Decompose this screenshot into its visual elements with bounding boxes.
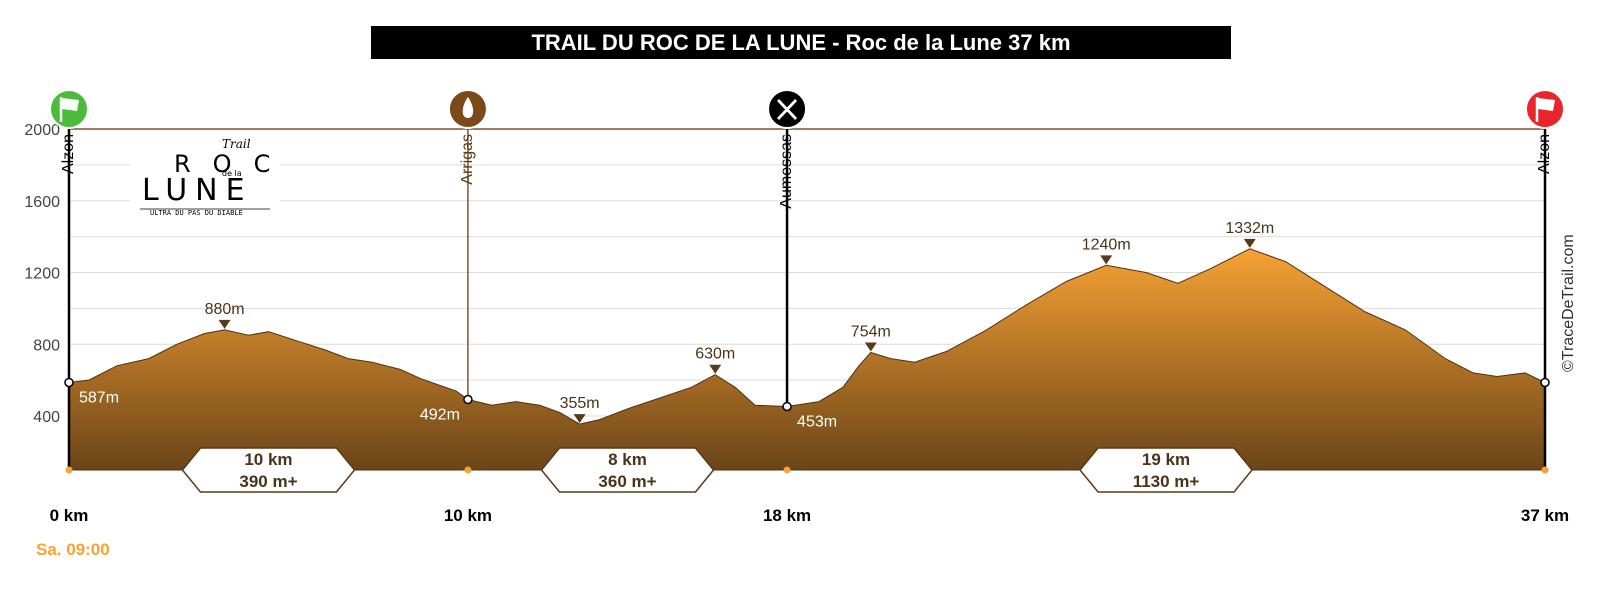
km-label: 10 km (444, 506, 492, 525)
peak-marker (218, 319, 231, 329)
peak-marker (1243, 238, 1256, 248)
peak-marker (709, 364, 722, 374)
start-flag-icon-cloth (62, 98, 79, 111)
segment-distance: 10 km (244, 450, 292, 469)
time-marker (65, 466, 73, 474)
grid-lines: 400 800 1200 1600 2000 (24, 122, 1545, 426)
logo-tagline: ULTRA DU PAS DU DIABLE (150, 209, 243, 217)
km-label: 37 km (1521, 506, 1569, 525)
finish-flag-icon-cloth (1538, 98, 1555, 111)
time-marker (783, 466, 791, 474)
stations: Alzon 587m 0 km Arrigas 492m 10 km Aumessas 453… (49, 89, 1569, 525)
logo-top-text: Trail (222, 137, 251, 151)
race-logo: Trail ROC de la LUNE ULTRA DU PAS DU DIA… (130, 134, 292, 217)
peak-label: 630m (695, 346, 735, 363)
peak-marker (1100, 255, 1113, 265)
km-label: 18 km (763, 506, 811, 525)
y-tick-label: 1600 (24, 194, 60, 211)
station-point (1540, 377, 1550, 388)
logo-line1: ROC (174, 150, 292, 178)
station-name: Alzon (60, 134, 77, 174)
elevation-area (68, 248, 1546, 471)
y-tick-label: 400 (33, 409, 60, 426)
chart-title: TRAIL DU ROC DE LA LUNE - Roc de la Lune… (371, 26, 1231, 59)
station-point (64, 377, 74, 388)
y-tick-label: 1200 (24, 266, 60, 283)
start-time: Sa. 09:00 (36, 540, 110, 559)
km-label: 0 km (50, 506, 89, 525)
station-name: Aumessas (778, 134, 795, 209)
time-marker (1541, 466, 1549, 474)
station-point (782, 401, 792, 412)
segment-badge (540, 447, 715, 493)
segment-gain: 1130 m+ (1133, 472, 1200, 491)
segment-badge (181, 447, 356, 493)
segment-distance: 8 km (608, 450, 647, 469)
station-altitude-label: 453m (797, 413, 837, 430)
station-name: Arrigas (459, 134, 476, 185)
logo-line2: LUNE (142, 173, 253, 208)
y-tick-label: 2000 (24, 122, 60, 139)
segment-distance: 19 km (1142, 450, 1190, 469)
peak-marker (573, 414, 586, 424)
segment-badge (1079, 447, 1253, 493)
segment-gain: 390 m+ (239, 472, 297, 491)
water-drop-icon (462, 97, 474, 118)
station-altitude-label: 492m (420, 406, 460, 423)
credit-text: ©TraceDeTrail.com (1560, 234, 1577, 372)
peak-label: 880m (205, 301, 245, 318)
segment-gain: 360 m+ (598, 472, 656, 491)
peak-label: 754m (851, 324, 891, 341)
logo-small: de la (222, 169, 242, 178)
time-marker (464, 466, 472, 474)
peak-markers: 880m 355m 630m 754m 1240m 1332m (205, 220, 1274, 424)
y-tick-label: 800 (33, 337, 60, 354)
peak-marker (864, 342, 877, 352)
station-name: Alzon (1536, 134, 1553, 174)
food-icon-fork (777, 99, 798, 120)
peak-label: 1240m (1082, 236, 1131, 253)
station-point (463, 394, 473, 405)
peak-label: 355m (560, 395, 600, 412)
segment-labels: 10 km 390 m+ 8 km 360 m+ 19 km 1130 m+ (181, 447, 1253, 493)
profile-area (68, 248, 1546, 471)
station-altitude-label: 587m (79, 389, 119, 406)
peak-label: 1332m (1225, 220, 1274, 237)
